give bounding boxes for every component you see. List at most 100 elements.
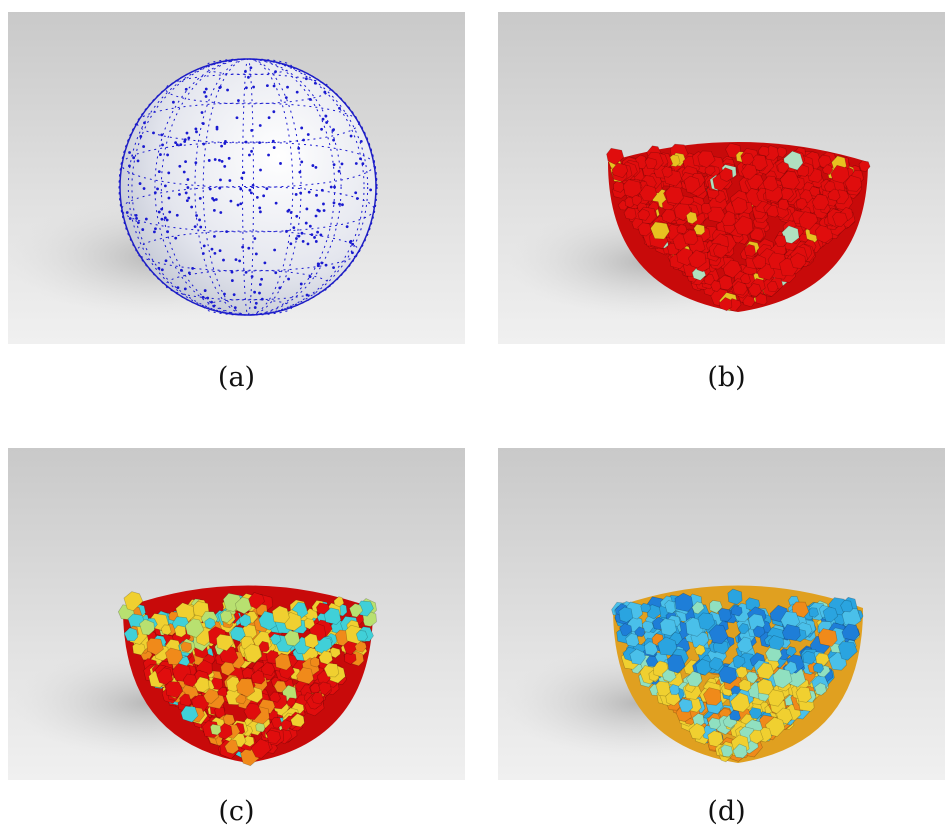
particle <box>708 624 729 645</box>
mesh-node <box>160 207 164 211</box>
mesh-node <box>214 198 218 201</box>
mesh-node <box>324 263 328 267</box>
mesh-node <box>299 191 303 195</box>
mesh-node <box>223 164 227 168</box>
particle <box>216 633 234 652</box>
mesh-node <box>274 70 277 74</box>
mesh-node <box>187 196 191 200</box>
mesh-node <box>187 271 191 275</box>
particle <box>781 225 800 244</box>
mesh-node <box>143 121 146 125</box>
mesh-node <box>253 306 257 309</box>
wireframe-latitude <box>136 230 360 272</box>
particle <box>180 705 199 723</box>
particle <box>271 605 290 624</box>
particle <box>123 591 144 612</box>
mesh-node <box>248 188 252 192</box>
particle <box>749 729 764 745</box>
mesh-node <box>238 259 242 263</box>
mesh-node <box>244 70 247 73</box>
particle <box>732 654 746 669</box>
mesh-node <box>333 185 336 189</box>
particle <box>311 692 325 705</box>
mesh-node <box>174 236 178 240</box>
particle <box>837 641 858 661</box>
mesh-node <box>185 199 189 202</box>
mesh-node <box>247 246 251 250</box>
particle <box>802 650 817 665</box>
mesh-node <box>285 229 288 233</box>
mesh-node <box>183 140 187 143</box>
mesh-node <box>128 151 131 154</box>
particle <box>236 678 256 698</box>
mesh-node <box>215 125 219 129</box>
mesh-node <box>142 187 146 190</box>
mesh-node <box>345 225 349 229</box>
mesh-node <box>222 258 225 262</box>
mesh-node <box>351 242 355 246</box>
mesh-node <box>249 191 253 195</box>
particle <box>738 622 750 635</box>
particle <box>631 194 643 206</box>
particle <box>742 295 756 308</box>
particle <box>612 180 625 193</box>
particle <box>693 223 706 236</box>
mesh-node <box>272 84 276 88</box>
mesh-node <box>297 146 301 150</box>
particle <box>269 691 281 703</box>
mesh-node <box>236 203 240 207</box>
mesh-node <box>182 170 186 174</box>
mesh-node <box>332 128 335 131</box>
particle <box>822 164 834 175</box>
particle <box>779 170 800 190</box>
mesh-node <box>258 283 262 286</box>
mesh-node <box>260 297 264 301</box>
mesh-node <box>206 296 210 300</box>
particle <box>160 624 172 636</box>
particle <box>697 612 716 631</box>
mesh-node <box>199 225 203 229</box>
mesh-node <box>297 234 301 238</box>
particle <box>772 668 793 689</box>
mesh-node <box>166 153 170 157</box>
mesh-node <box>305 207 309 211</box>
particle <box>280 719 293 731</box>
mesh-node <box>286 85 289 89</box>
particle <box>741 163 758 180</box>
hemisphere-c-render <box>8 448 465 780</box>
mesh-node <box>289 211 293 214</box>
mesh-node <box>308 224 312 228</box>
mesh-node <box>355 197 359 200</box>
mesh-node <box>265 84 269 88</box>
particle <box>641 620 654 633</box>
particle <box>748 707 762 720</box>
particle <box>318 650 333 665</box>
mesh-node <box>156 187 159 191</box>
particle <box>235 596 252 615</box>
mesh-node <box>213 251 217 255</box>
mesh-node <box>295 90 299 94</box>
mesh-node <box>142 145 146 148</box>
panel-c-hemisphere <box>8 448 465 780</box>
panel-b-hemisphere <box>498 12 945 344</box>
particle <box>766 280 779 293</box>
mesh-node <box>279 162 282 165</box>
mesh-node <box>234 258 238 262</box>
mesh-node <box>240 176 244 180</box>
particle <box>731 197 748 215</box>
particle <box>738 678 752 692</box>
mesh-node <box>320 127 323 131</box>
mesh-node <box>247 75 250 79</box>
mesh-node <box>198 218 201 222</box>
particle <box>841 623 860 641</box>
particle <box>250 738 271 759</box>
particle <box>732 281 748 296</box>
particle <box>156 667 174 685</box>
particle <box>691 601 705 615</box>
particle <box>789 252 807 269</box>
mesh-node <box>314 214 318 218</box>
panel-d-hemisphere <box>498 448 945 780</box>
mesh-node <box>316 230 320 234</box>
mesh-node <box>167 171 171 175</box>
panel-c-caption: (c) <box>218 796 255 827</box>
